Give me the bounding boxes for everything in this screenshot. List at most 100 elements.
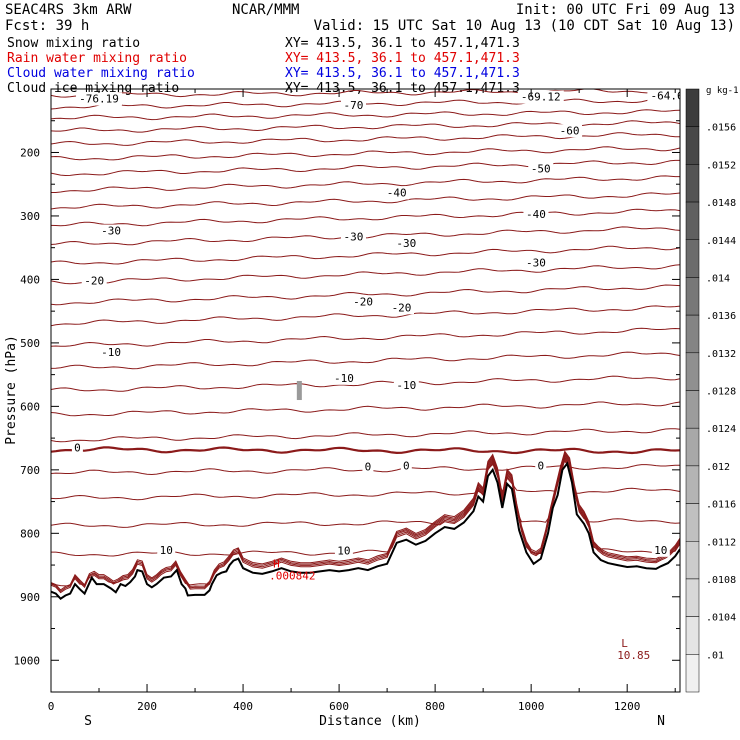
isotherm-label: 10 (160, 544, 173, 557)
x-tick-label: 0 (48, 700, 55, 713)
isotherm-label: -30 (396, 237, 416, 250)
isotherm-label: -76.19 (79, 93, 119, 106)
isotherm-line (51, 375, 680, 392)
isotherm-line (51, 305, 680, 327)
colorbar-segment (685, 541, 700, 580)
colorbar-tick-label: .0152 (706, 160, 736, 171)
label-mask (334, 544, 353, 558)
org-title: NCAR/MMM (232, 2, 299, 18)
y-tick-label: 500 (20, 337, 40, 350)
x-tick-label: 1000 (518, 700, 545, 713)
colorbar-tick-label: .0156 (706, 123, 736, 134)
colorbar-tick-label: .01 (706, 650, 724, 661)
colorbar-segment (685, 427, 700, 467)
colorbar-segment (685, 88, 700, 127)
valid-time: Valid: 15 UTC Sat 10 Aug 13 (10 CDT Sat … (314, 18, 735, 34)
x-tick-label: 800 (425, 700, 445, 713)
y-axis-label: Pressure (hPa) (4, 335, 19, 445)
colorbar-segment (685, 654, 700, 693)
colorbar-tick-label: .0136 (706, 311, 736, 322)
label-mask (350, 295, 376, 309)
isotherm-line (51, 159, 680, 177)
colorbar-segment (685, 390, 700, 429)
colorbar: .0156 .0152 .0148 .0144 .014 .0136 .0132 .0128.… (685, 86, 739, 693)
isotherm-label: -10 (334, 372, 354, 385)
extreme-marker-value: .000842 (269, 569, 315, 582)
label-mask (535, 459, 547, 473)
label-mask (71, 441, 83, 455)
isotherm-line (51, 109, 680, 121)
colorbar-tick-label: .0116 (706, 500, 736, 511)
label-mask (81, 274, 107, 288)
isotherm-label: -10 (101, 346, 121, 359)
colorbar-segment (685, 503, 700, 542)
extreme-marker-value: 10.85 (617, 649, 650, 662)
colorbar-tick-label: .0128 (706, 387, 736, 398)
label-mask (400, 459, 412, 473)
x-end-south: S (84, 714, 92, 729)
label-mask (393, 237, 419, 251)
isotherm-line (51, 89, 680, 98)
label-mask (557, 124, 583, 138)
y-tick-label: 200 (20, 146, 40, 159)
isotherm-line (51, 264, 680, 285)
isotherm-label: 0 (365, 461, 372, 474)
isotherm-line (51, 175, 680, 193)
plot-area: -76.19 -69.12 -64.66 -70 -60 -50 -40 -40 -30 -30 -… (51, 89, 691, 662)
plot-frame (50, 88, 681, 693)
extreme-marker-label: L (621, 637, 628, 650)
isotherm-line (51, 146, 680, 161)
x-axis-label: Distance (km) (319, 714, 421, 729)
colorbar-tick-label: .0124 (706, 424, 736, 435)
isotherm-line (51, 401, 680, 417)
isotherm-line (51, 120, 680, 133)
colorbar-tick-label: .0132 (706, 349, 736, 360)
isotherm-label: -30 (344, 230, 364, 243)
colorbar-segment (685, 616, 700, 655)
label-mask (384, 186, 410, 200)
isotherm-label: -30 (526, 256, 546, 269)
init-time: Init: 00 UTC Fri 09 Aug 13 (516, 2, 735, 18)
isotherm-label: 0 (537, 459, 544, 472)
colorbar-segment (685, 465, 700, 504)
label-mask (523, 208, 549, 222)
y-tick-label: 400 (20, 273, 40, 286)
colorbar-tick-label: .0108 (706, 575, 736, 586)
y-tick-label: 300 (20, 210, 40, 223)
isotherm-label: 10 (337, 544, 350, 557)
colorbar-tick-label: .0104 (706, 613, 736, 624)
label-mask (76, 92, 123, 106)
label-mask (98, 345, 124, 359)
snow-mixing-feature (296, 380, 302, 401)
y-tick-label: 600 (20, 400, 40, 413)
forecast-hour: Fcst: 39 h (5, 18, 89, 34)
isotherm-label: -40 (387, 186, 407, 199)
isotherm-label: 0 (74, 442, 81, 455)
extreme-marker-label: H (273, 557, 280, 570)
label-mask (528, 162, 554, 176)
x-tick-label: 600 (329, 700, 349, 713)
isotherm-label: -20 (84, 275, 104, 288)
y-tick-label: 800 (20, 527, 40, 540)
isotherm-label: -20 (392, 301, 412, 314)
isotherm-line (51, 284, 680, 306)
x-tick-label: 200 (137, 700, 157, 713)
colorbar-segment (685, 578, 700, 617)
isotherm-line (51, 446, 680, 455)
label-mask (393, 378, 419, 392)
isotherm-label: -30 (101, 225, 121, 238)
colorbar-units: g kg-1 (706, 86, 739, 96)
isotherm-line (51, 208, 680, 227)
isotherm-label: -64.66 (651, 89, 691, 102)
isotherm-label: -60 (560, 124, 580, 137)
isotherm-label: -50 (531, 162, 551, 175)
colorbar-segment (685, 201, 700, 240)
colorbar-tick-label: .0148 (706, 198, 736, 209)
y-tick-label: 900 (20, 591, 40, 604)
colorbar-segment (685, 126, 700, 165)
label-mask (98, 224, 124, 238)
isotherm-line (51, 428, 680, 443)
y-tick-label: 1000 (14, 654, 41, 667)
